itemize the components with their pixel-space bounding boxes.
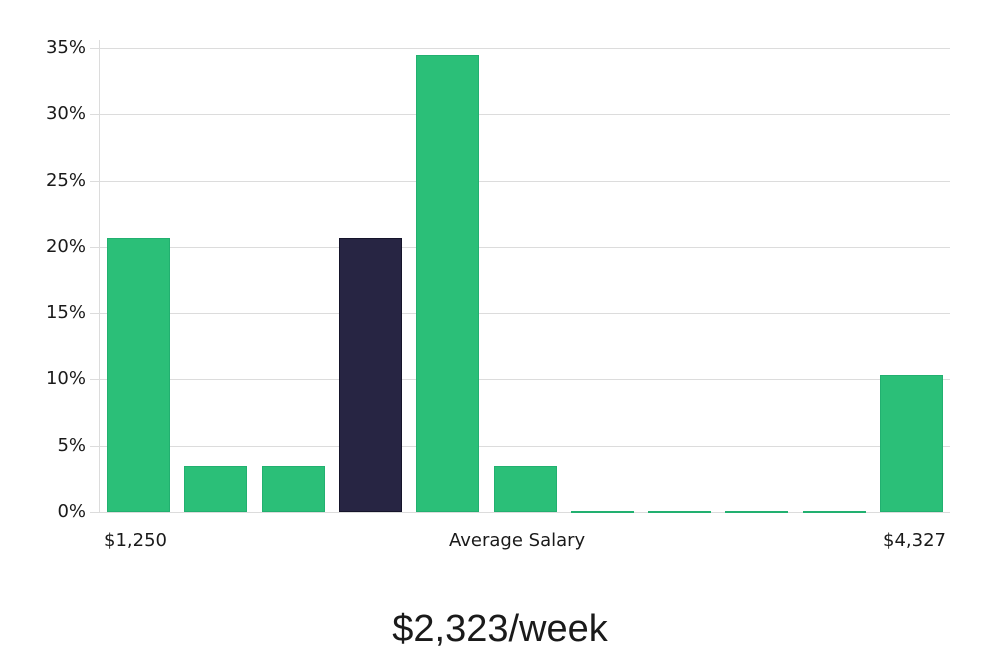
x-min-label: $1,250	[104, 530, 167, 551]
y-tick-label: 35%	[45, 37, 86, 58]
histogram-bar	[416, 55, 479, 512]
x-max-label: $4,327	[883, 530, 946, 551]
y-tick-label: 25%	[45, 170, 86, 191]
y-tick-mark	[90, 379, 100, 380]
y-tick-mark	[90, 181, 100, 182]
x-axis-title: Average Salary	[449, 530, 586, 551]
gridline	[100, 247, 950, 248]
gridline	[100, 114, 950, 115]
gridline	[100, 379, 950, 380]
y-tick-mark	[90, 247, 100, 248]
y-tick-label: 0%	[57, 501, 86, 522]
y-axis-line	[99, 40, 100, 513]
gridline	[100, 48, 950, 49]
y-tick-mark	[90, 313, 100, 314]
histogram-bar	[803, 511, 866, 513]
histogram-bar	[107, 238, 170, 512]
gridline	[100, 446, 950, 447]
y-tick-label: 30%	[45, 103, 86, 124]
gridline	[100, 181, 950, 182]
histogram-bar	[725, 511, 788, 513]
histogram-bar	[184, 466, 247, 512]
y-tick-label: 15%	[45, 302, 86, 323]
histogram-bar	[262, 466, 325, 512]
histogram-bar	[648, 511, 711, 513]
y-tick-label: 20%	[45, 236, 86, 257]
y-tick-label: 5%	[57, 435, 86, 456]
gridline	[100, 512, 950, 513]
histogram-bar	[494, 466, 557, 512]
y-tick-mark	[90, 114, 100, 115]
y-tick-mark	[90, 446, 100, 447]
y-tick-mark	[90, 512, 100, 513]
histogram-bar	[571, 511, 634, 513]
histogram-bar-highlighted	[339, 238, 402, 512]
y-tick-mark	[90, 48, 100, 49]
histogram-bar	[880, 375, 943, 512]
y-tick-label: 10%	[45, 368, 86, 389]
average-salary-summary: $2,323/week	[392, 608, 608, 650]
gridline	[100, 313, 950, 314]
